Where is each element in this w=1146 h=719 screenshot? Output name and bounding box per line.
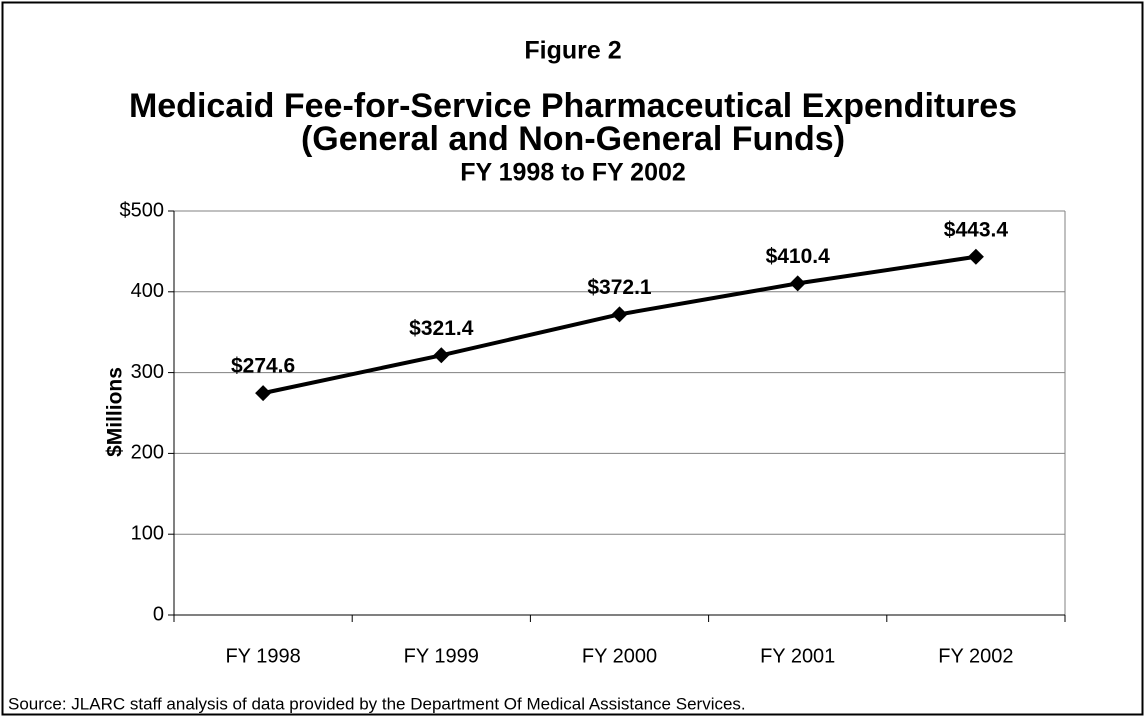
- y-tick-label: $500: [120, 199, 165, 221]
- marker: [789, 275, 806, 292]
- data-label: $321.4: [409, 317, 474, 340]
- figure-label: Figure 2: [524, 37, 621, 65]
- chart-subtitle: (General and Non-General Funds): [301, 120, 845, 158]
- marker: [433, 347, 450, 364]
- chart-title: Medicaid Fee-for-Service Pharmaceutical …: [129, 87, 1017, 125]
- y-tick-label: 200: [131, 442, 164, 464]
- x-tick-label: FY 2000: [582, 645, 657, 667]
- y-tick-label: 300: [131, 361, 164, 383]
- data-label: $274.6: [231, 355, 295, 378]
- data-label: $443.4: [944, 218, 1009, 241]
- data-label: $372.1: [587, 276, 652, 299]
- marker: [967, 248, 984, 265]
- y-tick-label: 100: [131, 522, 164, 544]
- x-tick-label: FY 2002: [938, 645, 1013, 667]
- data-label: $410.4: [766, 245, 831, 268]
- x-tick-label: FY 1998: [225, 645, 300, 667]
- period: FY 1998 to FY 2002: [460, 159, 686, 187]
- marker: [255, 385, 272, 402]
- source: Source: JLARC staff analysis of data pro…: [8, 694, 746, 713]
- x-tick-label: FY 2001: [760, 645, 835, 667]
- x-tick-label: FY 1999: [404, 645, 479, 667]
- y-tick-label: 0: [153, 603, 164, 625]
- y-tick-label: 400: [131, 280, 164, 302]
- marker: [611, 306, 628, 323]
- y-axis-label: $Millions: [104, 367, 127, 457]
